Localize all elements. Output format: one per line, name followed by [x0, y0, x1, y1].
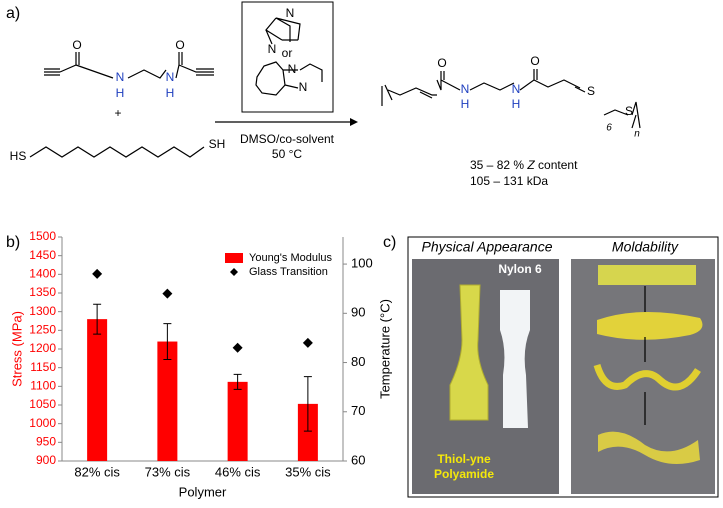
photo-title: Moldability [612, 239, 679, 255]
y-axis-label: Stress (MPa) [9, 311, 24, 387]
legend-swatch [225, 253, 243, 263]
y-tick-label: 900 [36, 453, 56, 467]
atom-label: N [299, 80, 308, 94]
x-tick-label: 46% cis [215, 464, 261, 479]
text: 35 – 82 % [470, 158, 527, 172]
error-bar [93, 303, 102, 335]
error-bar [233, 373, 242, 390]
atom-label: H [166, 86, 175, 100]
atom-label: O [530, 54, 539, 68]
legend-swatch [230, 268, 238, 276]
atom-label: HS [10, 149, 27, 163]
y-tick-label: 1200 [29, 341, 56, 355]
x-tick-label: 35% cis [285, 464, 331, 479]
atom-label: N [288, 62, 297, 76]
marker [92, 268, 103, 279]
or-text: or [282, 46, 293, 60]
atom-label: SH [209, 137, 226, 151]
atom-label: S [587, 84, 595, 98]
error-bar [163, 323, 172, 360]
y2-tick-label: 90 [351, 305, 365, 320]
bar [157, 341, 178, 461]
y2-tick-label: 60 [351, 452, 365, 467]
atom-label: O [72, 38, 81, 52]
legend-label: Young's Modulus [249, 252, 333, 264]
y2-tick-label: 70 [351, 403, 365, 418]
y2-axis-label: Temperature (°C) [377, 299, 392, 399]
marker [302, 337, 313, 348]
photo-title: Physical Appearance [421, 239, 552, 255]
y-tick-label: 1000 [29, 416, 56, 430]
y-tick-label: 1300 [29, 304, 56, 318]
plus: + [114, 106, 121, 120]
specimen [597, 311, 703, 340]
y-tick-label: 1500 [29, 229, 56, 243]
atom-label: O [175, 38, 184, 52]
atom-label: N [512, 82, 521, 96]
x-axis-label: Polymer [179, 484, 227, 499]
marker [162, 288, 173, 299]
atom-label: N [461, 82, 470, 96]
bar [227, 381, 248, 461]
panel-label: b) [6, 234, 20, 251]
specimen [500, 290, 530, 428]
text: Z [526, 158, 535, 172]
atom-label: n [634, 129, 640, 140]
photo-label: Thiol-yne [437, 452, 491, 466]
photo [412, 259, 559, 494]
atom-label: H [512, 97, 521, 111]
specimen [593, 363, 701, 391]
atom-label: H [116, 86, 125, 100]
photo-label: Polyamide [434, 467, 494, 481]
x-tick-label: 73% cis [145, 464, 191, 479]
atom-label: N [286, 6, 295, 20]
y-tick-label: 1050 [29, 397, 56, 411]
atom-label: N [166, 70, 175, 84]
photo-label: Nylon 6 [498, 262, 542, 276]
panel-label: c) [383, 234, 396, 251]
y-tick-label: 1250 [29, 323, 56, 337]
error-bar [303, 376, 312, 432]
atom-label: N [116, 70, 125, 84]
y2-tick-label: 100 [351, 256, 373, 271]
y-tick-label: 1450 [29, 248, 56, 262]
y-tick-label: 1150 [30, 360, 56, 374]
conditions: DMSO/co-solvent [240, 132, 335, 146]
molar-mass: 105 – 131 kDa [470, 174, 548, 188]
y-tick-label: 950 [36, 435, 56, 449]
z-content: 35 – 82 % Z content [470, 158, 578, 172]
y-tick-label: 1350 [29, 285, 56, 299]
y2-tick-label: 80 [351, 354, 365, 369]
text: content [535, 158, 578, 172]
conditions: 50 °C [272, 147, 302, 161]
atom-label: S [625, 104, 633, 118]
x-tick-label: 82% cis [74, 464, 120, 479]
atom-label: 6 [606, 123, 612, 134]
panel-label: a) [6, 5, 20, 22]
marker [232, 342, 243, 353]
y-tick-label: 1400 [29, 267, 56, 281]
scheme-bonds [29, 1, 641, 158]
specimen [598, 431, 700, 464]
panel-frame [407, 236, 719, 498]
specimen [598, 265, 696, 285]
y-tick-label: 1100 [30, 379, 56, 393]
bar [297, 403, 318, 461]
atom-label: N [268, 42, 277, 56]
atom-label: O [437, 56, 446, 70]
bar [87, 319, 108, 461]
specimen [449, 284, 489, 421]
legend-label: Glass Transition [249, 266, 328, 278]
atom-label: H [461, 97, 470, 111]
